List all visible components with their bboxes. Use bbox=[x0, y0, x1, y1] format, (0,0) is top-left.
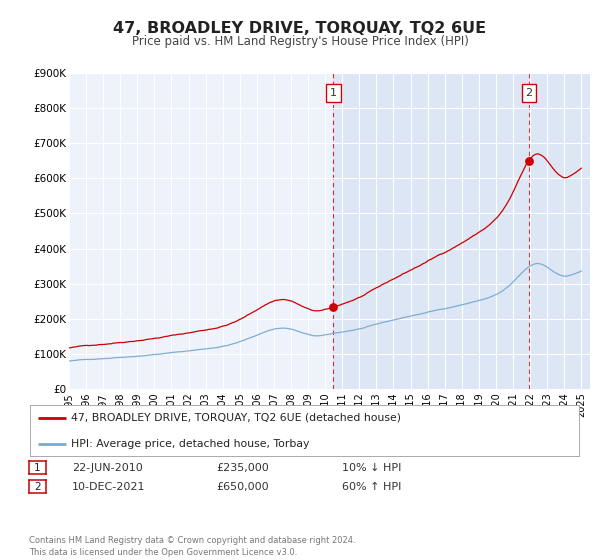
Text: 47, BROADLEY DRIVE, TORQUAY, TQ2 6UE (detached house): 47, BROADLEY DRIVE, TORQUAY, TQ2 6UE (de… bbox=[71, 413, 401, 423]
Text: 2: 2 bbox=[34, 482, 41, 492]
Text: 47, BROADLEY DRIVE, TORQUAY, TQ2 6UE: 47, BROADLEY DRIVE, TORQUAY, TQ2 6UE bbox=[113, 21, 487, 36]
Text: 1: 1 bbox=[34, 463, 41, 473]
Text: Contains HM Land Registry data © Crown copyright and database right 2024.
This d: Contains HM Land Registry data © Crown c… bbox=[29, 536, 355, 557]
Bar bbox=[333, 73, 529, 389]
Text: £235,000: £235,000 bbox=[216, 463, 269, 473]
Text: 1: 1 bbox=[329, 88, 337, 99]
Text: HPI: Average price, detached house, Torbay: HPI: Average price, detached house, Torb… bbox=[71, 438, 310, 449]
Text: Price paid vs. HM Land Registry's House Price Index (HPI): Price paid vs. HM Land Registry's House … bbox=[131, 35, 469, 48]
Point bbox=[328, 302, 338, 311]
Text: 2: 2 bbox=[526, 88, 533, 99]
Text: 22-JUN-2010: 22-JUN-2010 bbox=[72, 463, 143, 473]
Text: £650,000: £650,000 bbox=[216, 482, 269, 492]
Text: 10-DEC-2021: 10-DEC-2021 bbox=[72, 482, 146, 492]
Bar bbox=[529, 73, 590, 389]
Point bbox=[524, 156, 534, 165]
Text: 10% ↓ HPI: 10% ↓ HPI bbox=[342, 463, 401, 473]
Text: 60% ↑ HPI: 60% ↑ HPI bbox=[342, 482, 401, 492]
